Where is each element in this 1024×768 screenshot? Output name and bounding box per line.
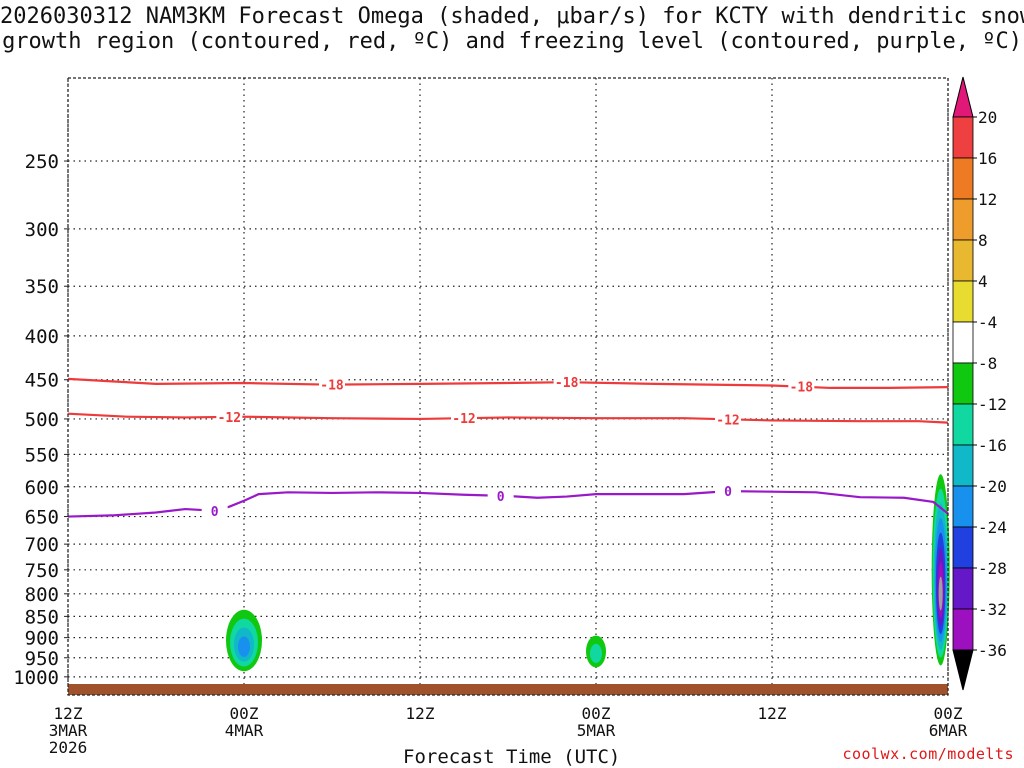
- y-tick-label: 800: [25, 584, 59, 606]
- x-tick-label: 4MAR: [225, 721, 264, 740]
- contour-layer: -18 -18 -18 -12 -12 -12 0 0 0: [67, 374, 949, 520]
- x-tick-label: 00Z: [230, 704, 259, 723]
- contour-label: -12: [716, 413, 739, 428]
- colorbar-tick-label: -28: [978, 559, 1007, 578]
- contour-label: 0: [497, 490, 505, 505]
- colorbar-bottom-arrow: [952, 649, 974, 691]
- contour-line: [67, 377, 949, 390]
- colorbar-tick-label: -12: [978, 395, 1007, 414]
- colorbar-tick-label: -20: [978, 477, 1007, 496]
- colorbar-band: [952, 526, 974, 569]
- y-tick-label: 900: [25, 628, 59, 650]
- contour-label-bg: [553, 374, 580, 391]
- y-tick-label: 650: [25, 507, 59, 529]
- y-tick-label: 850: [25, 606, 59, 628]
- chart-title: 2026030312 NAM3KM Forecast Omega (shaded…: [0, 4, 1024, 54]
- y-tick-label: 250: [25, 151, 59, 173]
- x-tick-label: 5MAR: [577, 721, 616, 740]
- colorbar-band: [952, 239, 974, 282]
- credit-text: coolwx.com/modelts: [842, 745, 1014, 763]
- contour-label: -12: [218, 411, 241, 426]
- x-tick-label: 3MAR: [49, 721, 88, 740]
- contour-label-bg: [715, 411, 741, 428]
- contour-label-bg: [319, 376, 345, 393]
- x-tick-label: 00Z: [934, 704, 963, 723]
- colorbar-tick-label: -24: [978, 518, 1007, 537]
- omega-cell: [938, 576, 943, 611]
- title-line-1: 2026030312 NAM3KM Forecast Omega (shaded…: [0, 4, 1024, 29]
- x-tick-label: 12Z: [406, 704, 435, 723]
- omega-cell: [590, 643, 602, 663]
- contour-label-bg: [788, 378, 815, 395]
- colorbar-tick-label: -8: [978, 354, 997, 373]
- y-tick-label: 700: [25, 534, 59, 556]
- colorbar-band: [952, 198, 974, 241]
- contour-label: -18: [320, 379, 344, 394]
- contour-label-bg: [487, 487, 514, 504]
- contour-label: -18: [555, 376, 579, 391]
- colorbar-band: [952, 485, 974, 528]
- colorbar-tick-label: -32: [978, 600, 1007, 619]
- y-tick-label: 600: [25, 477, 59, 499]
- y-tick-label: 350: [25, 276, 59, 298]
- colorbar-tick-label: 8: [978, 231, 988, 250]
- colorbar-band: [952, 280, 974, 323]
- omega-cell: [238, 636, 250, 657]
- contour-label: 0: [724, 485, 732, 500]
- contour-line: [67, 412, 949, 424]
- colorbar-tick-label: -36: [978, 641, 1007, 660]
- y-tick-label: 450: [25, 370, 59, 392]
- x-tick-label: 00Z: [582, 704, 611, 723]
- y-tick-label: 950: [25, 648, 59, 670]
- colorbar-tick-label: 4: [978, 272, 988, 291]
- contour-label-bg: [201, 502, 228, 519]
- colorbar-tick-label: 16: [978, 149, 997, 168]
- colorbar-band: [952, 321, 974, 364]
- colorbar-tick-label: 12: [978, 190, 997, 209]
- contour-label: -12: [452, 412, 475, 427]
- contour-label-bg: [216, 408, 243, 425]
- colorbar: 20 16 12 8 4 -4 -8 -12 -16 -20 -24 -28 -32 -36: [952, 76, 1007, 691]
- colorbar-tick-label: -4: [978, 313, 997, 332]
- colorbar-band: [952, 444, 974, 487]
- x-tick-label: 12Z: [54, 704, 83, 723]
- y-tick-label: 400: [25, 326, 59, 348]
- colorbar-band: [952, 157, 974, 200]
- colorbar-band: [952, 567, 974, 610]
- colorbar-tick-label: 20: [978, 108, 997, 127]
- ground-band: [68, 684, 948, 695]
- x-tick-label: 2026: [49, 738, 88, 757]
- colorbar-band: [952, 362, 974, 405]
- x-axis-label: Forecast Time (UTC): [403, 746, 621, 768]
- y-tick-label: 300: [25, 219, 59, 241]
- x-tick-label: 12Z: [758, 704, 787, 723]
- axis-layer: 2503003504004505005506006507007508008509…: [13, 77, 968, 757]
- contour-label-bg: [715, 483, 741, 500]
- colorbar-band: [952, 116, 974, 159]
- colorbar-band: [952, 608, 974, 651]
- plot-frame: [67, 77, 949, 696]
- y-tick-label: 550: [25, 444, 59, 466]
- y-tick-label: 750: [25, 560, 59, 582]
- omega-shading-layer: [68, 474, 950, 695]
- colorbar-band: [952, 403, 974, 446]
- title-line-2: growth region (contoured, red, ºC) and f…: [2, 29, 1022, 54]
- contour-label: 0: [211, 505, 219, 520]
- x-tick-label: 6MAR: [929, 721, 968, 740]
- contour-label: -18: [790, 381, 814, 396]
- contour-label-bg: [451, 410, 477, 427]
- y-tick-label: 1000: [13, 667, 59, 689]
- colorbar-tick-label: -16: [978, 436, 1007, 455]
- y-tick-label: 500: [25, 409, 59, 431]
- colorbar-top-arrow: [952, 76, 974, 118]
